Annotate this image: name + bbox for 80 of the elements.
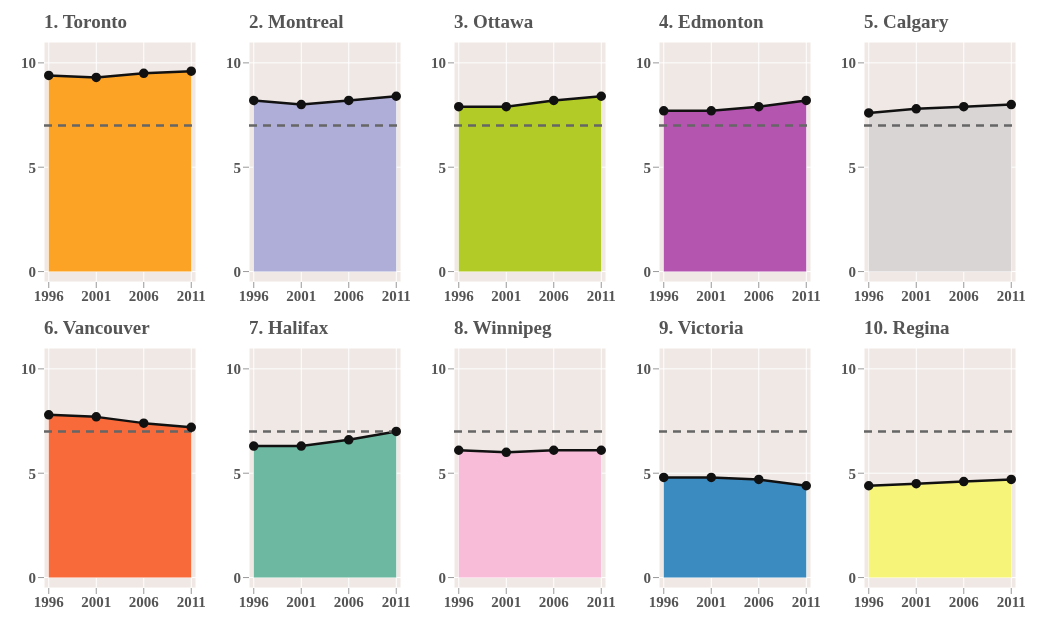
y-tick-label: 10 <box>431 361 446 378</box>
chart-title: 9. Victoria <box>658 316 745 340</box>
x-tick-label: 2006 <box>538 593 570 610</box>
y-tick-label: 5 <box>643 159 651 176</box>
x-tick-label: 2001 <box>696 593 727 610</box>
x-tick-label: 2001 <box>491 593 522 610</box>
x-tick-label: 2011 <box>791 593 821 610</box>
y-tick-label: 5 <box>233 465 241 482</box>
x-tick-label: 2006 <box>743 287 775 304</box>
chart-title: 2. Montreal <box>248 10 345 34</box>
x-tick-label: 1996 <box>238 593 270 610</box>
x-tick-label: 1996 <box>648 593 680 610</box>
y-tick-label: 5 <box>848 465 856 482</box>
x-tick-label: 2011 <box>381 287 411 304</box>
chart-title: 6. Vancouver <box>43 316 151 340</box>
y-tick-label: 10 <box>21 55 36 72</box>
y-tick-label: 5 <box>233 159 241 176</box>
y-tick-label: 0 <box>438 263 446 280</box>
chart-title: 5. Calgary <box>863 10 950 34</box>
y-tick-label: 0 <box>28 569 36 586</box>
x-tick-label: 2001 <box>696 287 727 304</box>
y-tick-label: 0 <box>233 569 241 586</box>
x-tick-label: 1996 <box>853 593 885 610</box>
x-tick-label: 2011 <box>176 593 206 610</box>
x-tick-label: 2006 <box>743 593 775 610</box>
y-tick-label: 10 <box>21 361 36 378</box>
x-tick-label: 2006 <box>128 593 160 610</box>
x-tick-label: 1996 <box>33 287 65 304</box>
x-tick-label: 2006 <box>948 287 980 304</box>
y-tick-label: 0 <box>848 263 856 280</box>
y-tick-label: 0 <box>848 569 856 586</box>
y-tick-label: 0 <box>643 263 651 280</box>
y-tick-label: 10 <box>226 361 241 378</box>
x-tick-label: 2001 <box>491 287 522 304</box>
chart-title: 4. Edmonton <box>658 10 765 34</box>
chart-title: 1. Toronto <box>43 10 129 34</box>
y-tick-label: 0 <box>233 263 241 280</box>
x-tick-label: 2001 <box>901 593 932 610</box>
y-tick-label: 10 <box>841 361 856 378</box>
y-tick-label: 0 <box>28 263 36 280</box>
x-tick-label: 2001 <box>901 287 932 304</box>
y-tick-label: 0 <box>643 569 651 586</box>
x-tick-label: 2006 <box>948 593 980 610</box>
x-tick-label: 2001 <box>81 593 112 610</box>
y-tick-label: 5 <box>28 159 36 176</box>
x-tick-label: 1996 <box>853 287 885 304</box>
x-tick-label: 2006 <box>128 287 160 304</box>
x-tick-label: 1996 <box>443 287 475 304</box>
x-tick-label: 2006 <box>538 287 570 304</box>
x-tick-label: 1996 <box>33 593 65 610</box>
y-tick-label: 10 <box>636 361 651 378</box>
x-tick-label: 2011 <box>586 593 616 610</box>
y-tick-label: 10 <box>636 55 651 72</box>
y-tick-label: 5 <box>438 159 446 176</box>
chart-title: 3. Ottawa <box>453 10 535 34</box>
x-tick-label: 2011 <box>996 593 1026 610</box>
x-tick-label: 2006 <box>333 287 365 304</box>
x-tick-label: 2006 <box>333 593 365 610</box>
chart-title: 7. Halifax <box>248 316 330 340</box>
x-tick-label: 2011 <box>381 593 411 610</box>
x-tick-label: 2011 <box>586 287 616 304</box>
x-tick-label: 2001 <box>286 287 317 304</box>
chart-title: 10. Regina <box>863 316 951 340</box>
y-tick-label: 10 <box>841 55 856 72</box>
x-tick-label: 1996 <box>648 287 680 304</box>
x-tick-label: 2011 <box>791 287 821 304</box>
y-tick-label: 5 <box>28 465 36 482</box>
y-tick-label: 5 <box>848 159 856 176</box>
x-tick-label: 2011 <box>996 287 1026 304</box>
x-tick-label: 2011 <box>176 287 206 304</box>
chart-title: 8. Winnipeg <box>453 316 553 340</box>
y-tick-label: 10 <box>226 55 241 72</box>
x-tick-label: 2001 <box>286 593 317 610</box>
x-tick-label: 2001 <box>81 287 112 304</box>
y-tick-label: 5 <box>643 465 651 482</box>
x-tick-label: 1996 <box>238 287 270 304</box>
y-tick-label: 0 <box>438 569 446 586</box>
x-tick-label: 1996 <box>443 593 475 610</box>
y-tick-label: 10 <box>431 55 446 72</box>
y-tick-label: 5 <box>438 465 446 482</box>
